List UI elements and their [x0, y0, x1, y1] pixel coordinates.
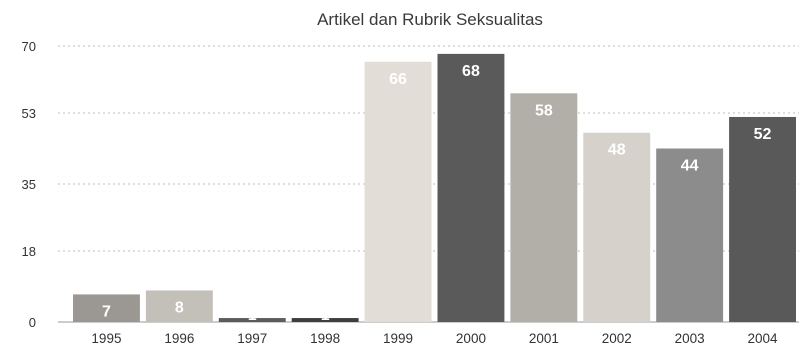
bar-1999	[364, 61, 432, 323]
bar-2001	[510, 93, 578, 322]
bar-1997	[218, 318, 286, 322]
data-label-1998: 1	[321, 307, 330, 324]
bar-2004	[729, 116, 796, 322]
chart-title: Artikel dan Rubrik Seksualitas	[317, 10, 543, 29]
x-tick-label: 2002	[602, 331, 632, 346]
bar-1996	[145, 290, 213, 322]
data-label-2000: 68	[462, 63, 480, 80]
y-tick-label: 70	[22, 39, 36, 54]
x-tick-label: 2000	[456, 331, 486, 346]
y-tick-label: 35	[22, 177, 36, 192]
x-tick-label: 2001	[529, 331, 559, 346]
data-label-2003: 44	[681, 158, 699, 175]
x-tick-label: 2003	[675, 331, 705, 346]
bar-1995	[73, 294, 140, 322]
y-axis-ticks: 0 18 35 53 70	[22, 39, 36, 330]
y-tick-label: 0	[29, 315, 36, 330]
data-label-1995: 7	[102, 303, 111, 320]
x-tick-label: 1995	[91, 331, 121, 346]
x-tick-label: 2004	[748, 331, 779, 346]
x-tick-label: 1996	[164, 331, 194, 346]
bar-2002	[583, 132, 651, 322]
data-label-2002: 48	[608, 142, 626, 159]
y-tick-label: 18	[22, 244, 36, 259]
data-label-1997: 1	[248, 307, 257, 324]
x-tick-label: 1998	[310, 331, 340, 346]
data-labels: 7 8 1 1 66 68 58 48 44 52	[102, 63, 772, 324]
x-axis-ticks: 1995 1996 1997 1998 1999 2000 2001 2002 2003 2004	[91, 331, 778, 346]
bar-1998	[291, 318, 359, 322]
y-tick-label: 53	[22, 106, 36, 121]
data-label-2004: 52	[754, 126, 772, 143]
x-tick-label: 1999	[383, 331, 413, 346]
bars	[73, 53, 796, 323]
bar-2003	[656, 148, 724, 322]
x-tick-label: 1997	[237, 331, 267, 346]
bar-2000	[437, 53, 505, 323]
data-label-1996: 8	[175, 299, 184, 316]
data-label-1999: 66	[389, 71, 407, 88]
data-label-2001: 58	[535, 102, 553, 119]
